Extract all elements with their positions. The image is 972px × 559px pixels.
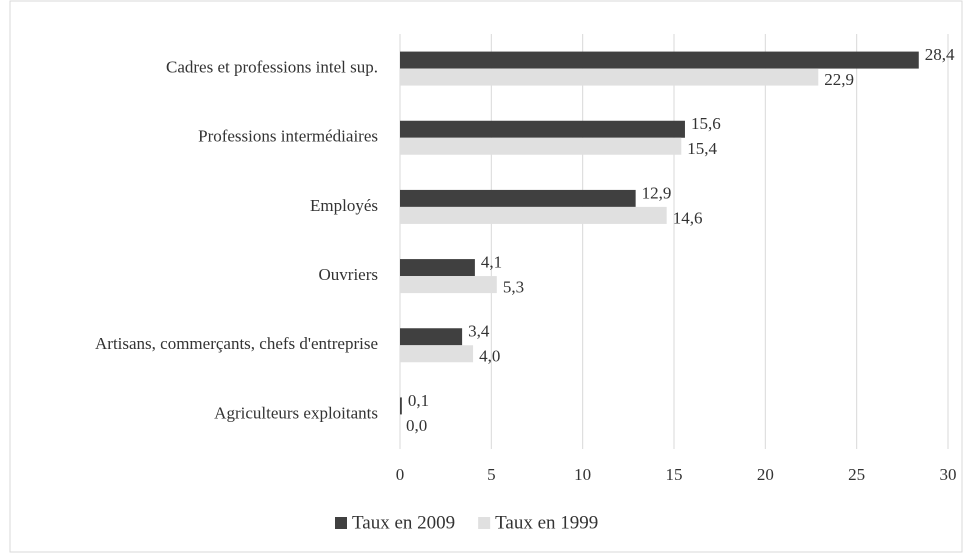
bar [400,345,474,363]
value-label: 4,0 [479,347,500,366]
bar [400,328,463,346]
y-tick-label: Employés [310,196,378,215]
bar [400,276,497,294]
y-tick-label: Cadres et professions intel sup. [166,57,378,76]
x-tick-label: 20 [757,465,774,484]
value-label: 15,4 [687,139,717,158]
x-tick-label: 30 [940,465,957,484]
value-label: 0,1 [408,391,429,410]
legend-swatch [335,517,347,529]
legend-label: Taux en 1999 [495,512,598,533]
x-tick-label: 15 [666,465,683,484]
y-tick-label: Agriculteurs exploitants [214,403,378,422]
bar [400,137,682,155]
value-label: 5,3 [503,277,524,296]
bar [400,259,475,277]
y-tick-label: Artisans, commerçants, chefs d'entrepris… [95,334,378,353]
legend-swatch [478,517,491,529]
bar [400,68,819,86]
x-tick-label: 5 [487,465,496,484]
value-label: 3,4 [468,322,490,341]
value-label: 14,6 [673,208,703,227]
x-tick-label: 10 [574,465,591,484]
value-label: 22,9 [824,70,854,89]
bar [400,206,667,224]
y-tick-label: Ouvriers [319,265,378,284]
x-tick-label: 25 [848,465,865,484]
value-label: 12,9 [642,183,672,202]
value-label: 28,4 [925,45,955,64]
bar [400,397,402,415]
bar [400,120,685,138]
value-label: 15,6 [691,114,721,133]
value-label: 4,1 [481,252,502,271]
value-label: 0,0 [406,416,427,435]
x-tick-label: 0 [396,465,405,484]
legend-label: Taux en 2009 [352,512,455,533]
bar [400,189,636,207]
bar [400,51,919,69]
y-tick-label: Professions intermédiaires [198,127,378,146]
